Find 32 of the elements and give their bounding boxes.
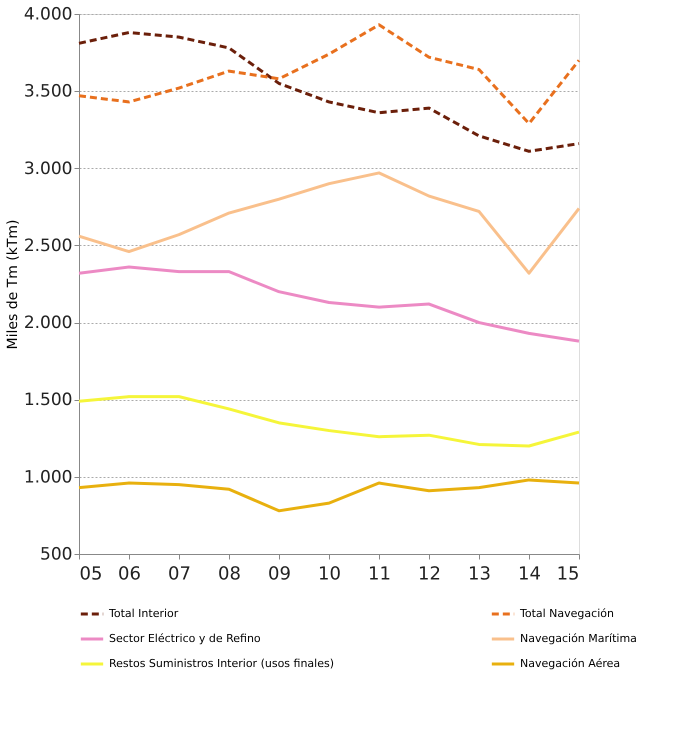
legend-label: Total Interior xyxy=(108,607,179,620)
line-series xyxy=(78,266,580,343)
line-series xyxy=(78,23,580,126)
x-tick-label: 06 xyxy=(118,564,141,584)
line-series xyxy=(78,395,580,448)
y-tick-label: 3.000 xyxy=(24,158,72,179)
y-tick-label: 500 xyxy=(40,544,72,564)
y-tick-label: 2.500 xyxy=(24,236,72,256)
legend-label: Restos Suministros Interior (usos finales) xyxy=(109,657,334,670)
legend-label: Navegación Aérea xyxy=(520,657,620,670)
x-tick-label: 09 xyxy=(268,564,291,584)
x-tick-label: 14 xyxy=(518,564,541,584)
x-tick-label: 13 xyxy=(468,564,491,584)
y-tick-label: 1.500 xyxy=(24,390,72,410)
x-tick-label: 08 xyxy=(218,564,241,584)
x-tick-label: 10 xyxy=(318,564,341,584)
legend-label: Total Navegación xyxy=(519,607,614,620)
y-tick-label: 4.000 xyxy=(24,4,72,24)
line-series xyxy=(78,171,580,275)
y-tick-label: 3.500 xyxy=(24,82,72,102)
x-tick-label: 11 xyxy=(368,564,391,584)
y-tick-label: 1.000 xyxy=(24,467,72,488)
legend-label: Sector Eléctrico y de Refino xyxy=(109,632,261,645)
line-series xyxy=(78,478,580,512)
y-tick-label: 2.000 xyxy=(24,313,72,334)
x-tick-label: 12 xyxy=(418,564,441,584)
x-tick-label: 15 xyxy=(556,564,580,584)
legend-label: Navegación Marítima xyxy=(520,632,637,645)
line-series xyxy=(78,31,580,153)
x-tick-label: 07 xyxy=(168,564,191,584)
y-axis-title: Miles de Tm (kTm) xyxy=(4,219,21,350)
x-tick-label: 05 xyxy=(80,564,102,584)
